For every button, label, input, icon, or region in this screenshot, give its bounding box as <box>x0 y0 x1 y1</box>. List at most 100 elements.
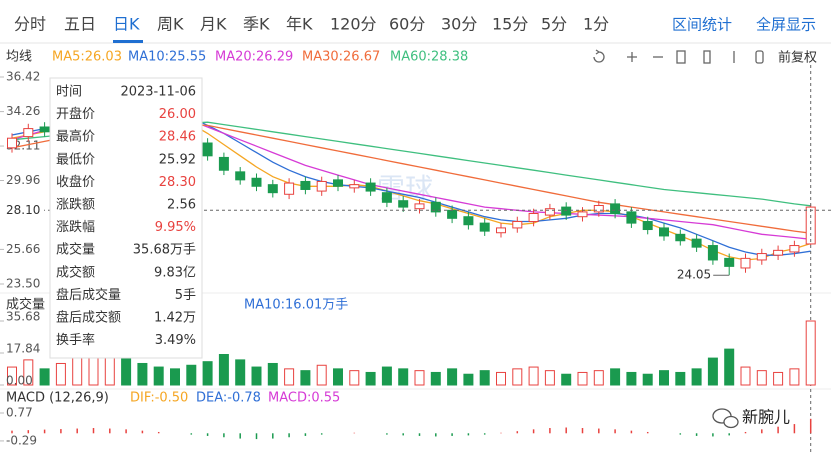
volume-bar <box>218 354 229 386</box>
volume-bar <box>186 364 197 386</box>
lock-icon[interactable] <box>755 50 764 64</box>
candle-body <box>642 221 653 231</box>
candle-body <box>577 211 588 218</box>
candle-body <box>544 208 555 216</box>
adjust-mode[interactable]: 前复权 <box>778 50 817 66</box>
candle-body <box>349 184 360 189</box>
volume-bar <box>805 320 816 386</box>
candle-body <box>675 233 686 242</box>
candle-body <box>23 128 34 138</box>
volume-bar <box>642 373 653 386</box>
crosshair-label: 28.10 <box>6 203 40 217</box>
volume-bar <box>170 368 180 386</box>
candle-body <box>218 156 229 171</box>
timeframe-tab[interactable]: 周K <box>157 15 184 34</box>
full-icon[interactable] <box>676 50 686 64</box>
tooltip-value: 3.49% <box>155 333 196 348</box>
tooltip: 时间 2023-11-06 开盘价 26.00 最高价 28.46 最低价 25.92 收盘价 2… <box>49 77 203 359</box>
timeframe-tab[interactable]: 分时 <box>14 15 46 34</box>
timeframe-tab[interactable]: 5分 <box>541 15 567 34</box>
tooltip-value: 28.30 <box>159 175 196 190</box>
candle-body <box>316 180 327 192</box>
candle-body <box>267 184 278 194</box>
wechat-bubble <box>723 415 739 429</box>
candle-body <box>39 126 50 133</box>
volume-bar <box>675 371 686 386</box>
y-tick-label: 29.96 <box>6 173 40 187</box>
y-tick-label: 23.50 <box>6 277 40 291</box>
tooltip-value: 5手 <box>175 288 196 303</box>
candle-body <box>789 245 800 253</box>
candle-body <box>528 213 539 223</box>
timeframe-tab[interactable]: 月K <box>200 15 227 34</box>
volume-bar <box>740 366 751 386</box>
timeframe-tab[interactable]: 120分 <box>330 15 377 34</box>
candle-body <box>707 245 718 261</box>
macd-title: MACD (12,26,9) <box>6 391 109 406</box>
y-tick-label: 35.68 <box>6 310 40 324</box>
ma-legend-item: MA10:25.55 <box>128 50 206 65</box>
volume-bar <box>39 368 50 386</box>
candle-body <box>398 200 409 208</box>
tooltip-value: 2.56 <box>167 198 196 213</box>
candle-body <box>756 253 767 261</box>
candle-body <box>610 203 621 215</box>
volume-bar <box>577 371 588 386</box>
volume-bar <box>544 370 555 386</box>
volume-bar <box>333 368 343 386</box>
volume-bar <box>137 362 148 386</box>
volume-bar <box>691 368 702 386</box>
candle-body <box>251 177 262 187</box>
brand: 新腕儿 <box>742 408 790 427</box>
macd-legend: DIF:-0.50 <box>130 391 188 406</box>
candle-body <box>430 201 441 213</box>
tooltip-value: 9.95% <box>155 220 196 235</box>
y-tick-label: 0.00 <box>6 374 33 388</box>
y-tick-label: 34.26 <box>6 104 40 118</box>
volume-bar <box>284 368 295 386</box>
timeframe-tab[interactable]: 季K <box>243 15 270 34</box>
macd-legend: MACD:0.55 <box>268 391 340 406</box>
timeframe-tab[interactable]: 15分 <box>492 15 528 34</box>
candle-body <box>202 142 213 157</box>
candle-body <box>805 206 816 245</box>
zoom-in-icon[interactable] <box>627 52 637 62</box>
timeframe-tab[interactable]: 60分 <box>389 15 425 34</box>
volume-bar <box>235 359 246 386</box>
volume-bar <box>414 370 425 386</box>
candle-body <box>414 203 425 210</box>
tooltip-value: 28.46 <box>159 130 196 145</box>
toolbar-action[interactable]: 区间统计 <box>672 16 732 34</box>
reset-icon[interactable] <box>593 49 605 63</box>
tooltip-label: 开盘价 <box>56 106 95 122</box>
volume-bar <box>121 357 132 386</box>
tooltip-value: 35.68万手 <box>133 243 196 258</box>
timeframe-tab[interactable]: 1分 <box>583 15 609 34</box>
ma-legend-item: MA20:26.29 <box>215 50 293 65</box>
candle-body <box>365 182 376 192</box>
tooltip-label: 成交额 <box>56 264 95 280</box>
tooltip-label: 换手率 <box>56 332 95 348</box>
panel-icon[interactable] <box>703 50 711 64</box>
volume-bar <box>430 371 441 386</box>
volume-bar <box>610 368 621 386</box>
tooltip-value: 2023-11-06 <box>120 85 196 100</box>
candle-body <box>626 211 637 224</box>
y-tick-label: 0.77 <box>6 406 33 420</box>
candle-body <box>284 182 295 195</box>
toolbar-action[interactable]: 全屏显示 <box>756 16 816 34</box>
tooltip-value: 25.92 <box>159 152 196 167</box>
timeframe-tab[interactable]: 30分 <box>441 15 477 34</box>
timeframe-tab[interactable]: 五日 <box>64 15 96 34</box>
volume-bar <box>789 368 800 386</box>
candle-body <box>479 222 490 232</box>
active-tab-underline <box>113 40 143 43</box>
volume-bar <box>561 373 572 386</box>
candle-body <box>463 216 474 226</box>
tooltip-value: 26.00 <box>159 107 196 122</box>
tooltip-label: 涨跌额 <box>56 197 95 213</box>
volume-bar <box>55 362 66 386</box>
volume-bar <box>251 366 262 386</box>
timeframe-tab[interactable]: 年K <box>286 15 313 34</box>
timeframe-tab[interactable]: 日K <box>113 15 140 34</box>
